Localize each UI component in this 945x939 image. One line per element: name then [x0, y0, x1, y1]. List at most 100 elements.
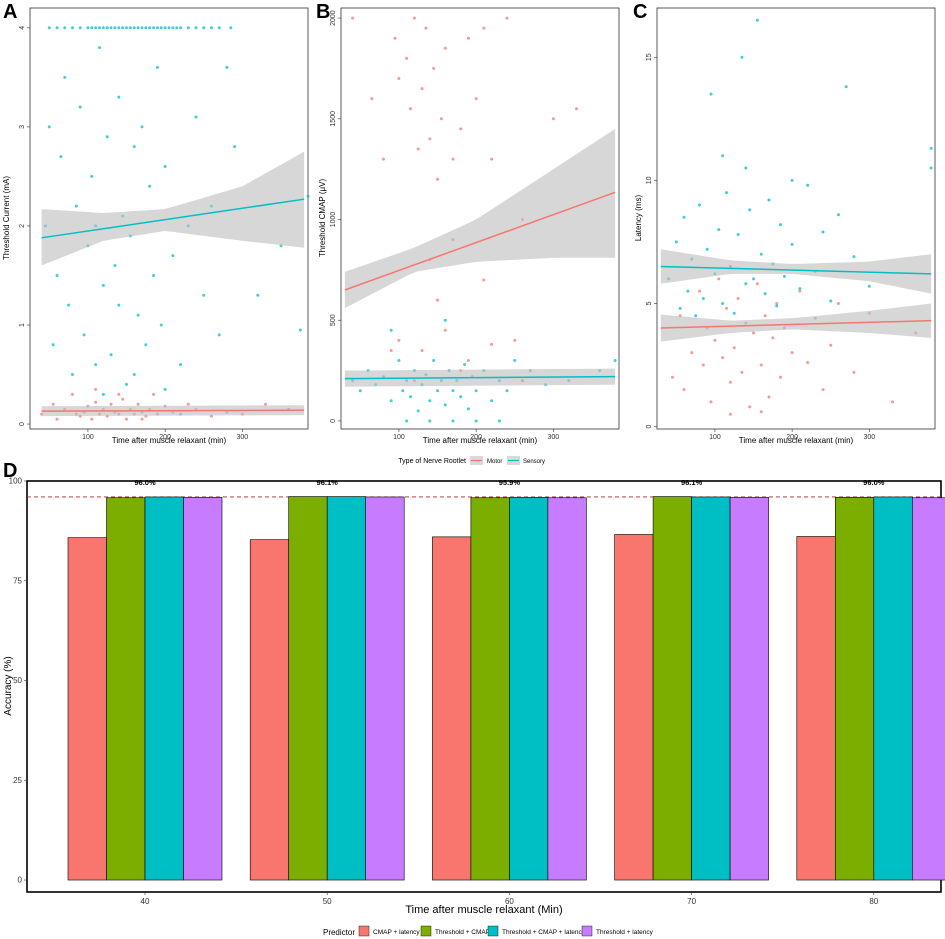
panel-a-sensory-point: [194, 26, 198, 30]
panel-c-sensory-point: [740, 55, 744, 59]
panel-b-motor-point: [416, 147, 420, 151]
panel-b-sensory-point: [428, 399, 432, 403]
panel-d-y-tick-label: 25: [13, 776, 22, 785]
panel-a-y-title: Threshold Current (mA): [2, 176, 11, 260]
panel-a-sensory-point: [217, 26, 221, 30]
panel-c-sensory-point: [929, 146, 933, 150]
panel-c-y-tick-label: 10: [646, 176, 653, 184]
panel-b-motor-point: [420, 87, 424, 91]
panel-a-sensory-point: [90, 174, 94, 178]
panel-d-bar-40-3: [183, 497, 223, 881]
panel-a-sensory-point: [82, 333, 86, 337]
panel-a-motor-point: [152, 392, 156, 396]
panel-b-motor-point: [443, 328, 447, 332]
panel-c-motor-point: [755, 282, 759, 286]
panel-d: 96.0% 96.1% 95.9% 96.1% 96.0% 40 50 60 70 80 0 25 5…: [3, 477, 945, 916]
panel-a-sensory-point: [256, 293, 260, 297]
legend-label-threshold-latency: Threshold + latency: [596, 929, 654, 936]
panel-c-motor-point: [798, 289, 802, 293]
panel-a-sensory-point: [186, 26, 190, 30]
panel-b-y-tick-label: 500: [330, 314, 337, 326]
panel-c-sensory-point: [755, 18, 759, 22]
panel-b-motor-point: [505, 16, 509, 20]
panel-a-sensory-point: [217, 333, 221, 337]
panel-a-sensory-point: [101, 392, 105, 396]
panel-c-motor-point: [682, 388, 686, 392]
panel-b-marks: [344, 16, 617, 423]
panel-b-sensory-point: [451, 389, 455, 393]
legend-label-cmap-latency: CMAP + latency: [373, 929, 420, 936]
panel-a-sensory-point: [163, 164, 167, 168]
panel-a-sensory-point: [194, 115, 198, 119]
panel-a-sensory-point: [144, 343, 148, 347]
panel-c-motor-point: [721, 356, 725, 360]
panel-d-x-tick-label: 60: [505, 897, 514, 906]
panel-d-bar-50-0: [249, 539, 289, 881]
panel-b-motor-point: [466, 36, 470, 40]
panel-b-motor-point: [490, 342, 494, 346]
panel-b-sensory-point: [416, 409, 420, 413]
panel-a-sensory-point: [132, 145, 136, 149]
panel-a-sensory-point: [105, 135, 109, 139]
panel-c-motor-point: [852, 370, 856, 374]
panel-b-x-tick-label: 300: [548, 434, 560, 441]
panel-d-bar-50-2: [326, 496, 367, 881]
panel-b-sensory-point: [436, 389, 440, 393]
panel-a-sensory-point: [70, 26, 74, 30]
panel-b-sensory-point: [474, 419, 478, 423]
legend-sensory-label: Sensory: [523, 459, 545, 465]
panel-b-motor-point: [381, 157, 385, 161]
panel-d-bar-60-1: [470, 497, 510, 881]
panel-c-motor-point: [736, 297, 740, 301]
panel-d-ticks: 40 50 60 70 80 0 25 50 75 100: [9, 477, 879, 907]
panel-c-sensory-point: [717, 228, 721, 232]
panel-b-motor-point: [432, 66, 436, 70]
panel-c-motor-point: [763, 314, 767, 318]
panel-c-sensory-point: [736, 233, 740, 237]
panel-c-sensory-point: [748, 208, 752, 212]
panel-d-bar-40-0: [67, 537, 107, 881]
panel-a-sensory-point: [233, 145, 237, 149]
panel-b-sensory-point: [613, 359, 617, 363]
panel-d-bar-80-0: [796, 536, 836, 881]
panel-b-sensory-point: [513, 359, 517, 363]
panel-c-sensory-point: [709, 92, 713, 96]
panel-c-motor-point: [836, 301, 840, 305]
panel-b-motor-point: [412, 16, 416, 20]
panel-a-motor-point: [140, 417, 144, 421]
panel-b-motor-point: [443, 46, 447, 50]
panel-b-y-tick-label: 1000: [330, 212, 337, 228]
legend-predictor-title: Predictor: [323, 928, 355, 937]
panel-c-motor-point: [732, 346, 736, 350]
panel-a-sensory-point: [113, 264, 117, 268]
panel-a-sensory-point: [140, 26, 144, 30]
panel-b-y-tick-label: 1500: [330, 111, 337, 127]
panel-d-y-tick-label: 0: [18, 876, 23, 885]
panel-b-sensory-point: [505, 389, 509, 393]
panel-a-sensory-point: [132, 26, 136, 30]
panel-d-bar-80-2: [873, 496, 913, 881]
panel-b-motor-point: [451, 157, 455, 161]
panel-c-x-title: Time after muscle relaxant (min): [739, 436, 854, 445]
panel-b-sensory-point: [443, 318, 447, 322]
panel-a-sensory-point: [113, 26, 117, 30]
panel-a-motor-point: [55, 417, 59, 421]
panel-a-sensory-point: [90, 26, 94, 30]
panel-b-motor-point: [393, 36, 397, 40]
panel-a-sensory-point: [47, 125, 51, 129]
panel-d-accuracy-annotation: 95.9%: [499, 478, 521, 487]
panel-a-sensory-point: [117, 303, 121, 307]
panel-a-y-tick-label: 3: [19, 125, 26, 129]
panel-a-sensory-point: [125, 26, 129, 30]
panel-c-sensory-ci-band: [660, 249, 932, 294]
panel-a-sensory-point: [47, 26, 51, 30]
panel-a-sensory-point: [51, 343, 55, 347]
panel-b-x-tick-label: 200: [470, 434, 482, 441]
panel-c-sensory-point: [744, 282, 748, 286]
panel-a-sensory-point: [144, 26, 148, 30]
panel-a-motor-trend-line: [41, 409, 305, 412]
panel-c-sensory-point: [721, 301, 725, 305]
panel-a-sensory-point: [94, 26, 98, 30]
panel-b-motor-point: [397, 338, 401, 342]
legend-label-threshold-cmap: Threshold + CMAP: [435, 929, 490, 936]
